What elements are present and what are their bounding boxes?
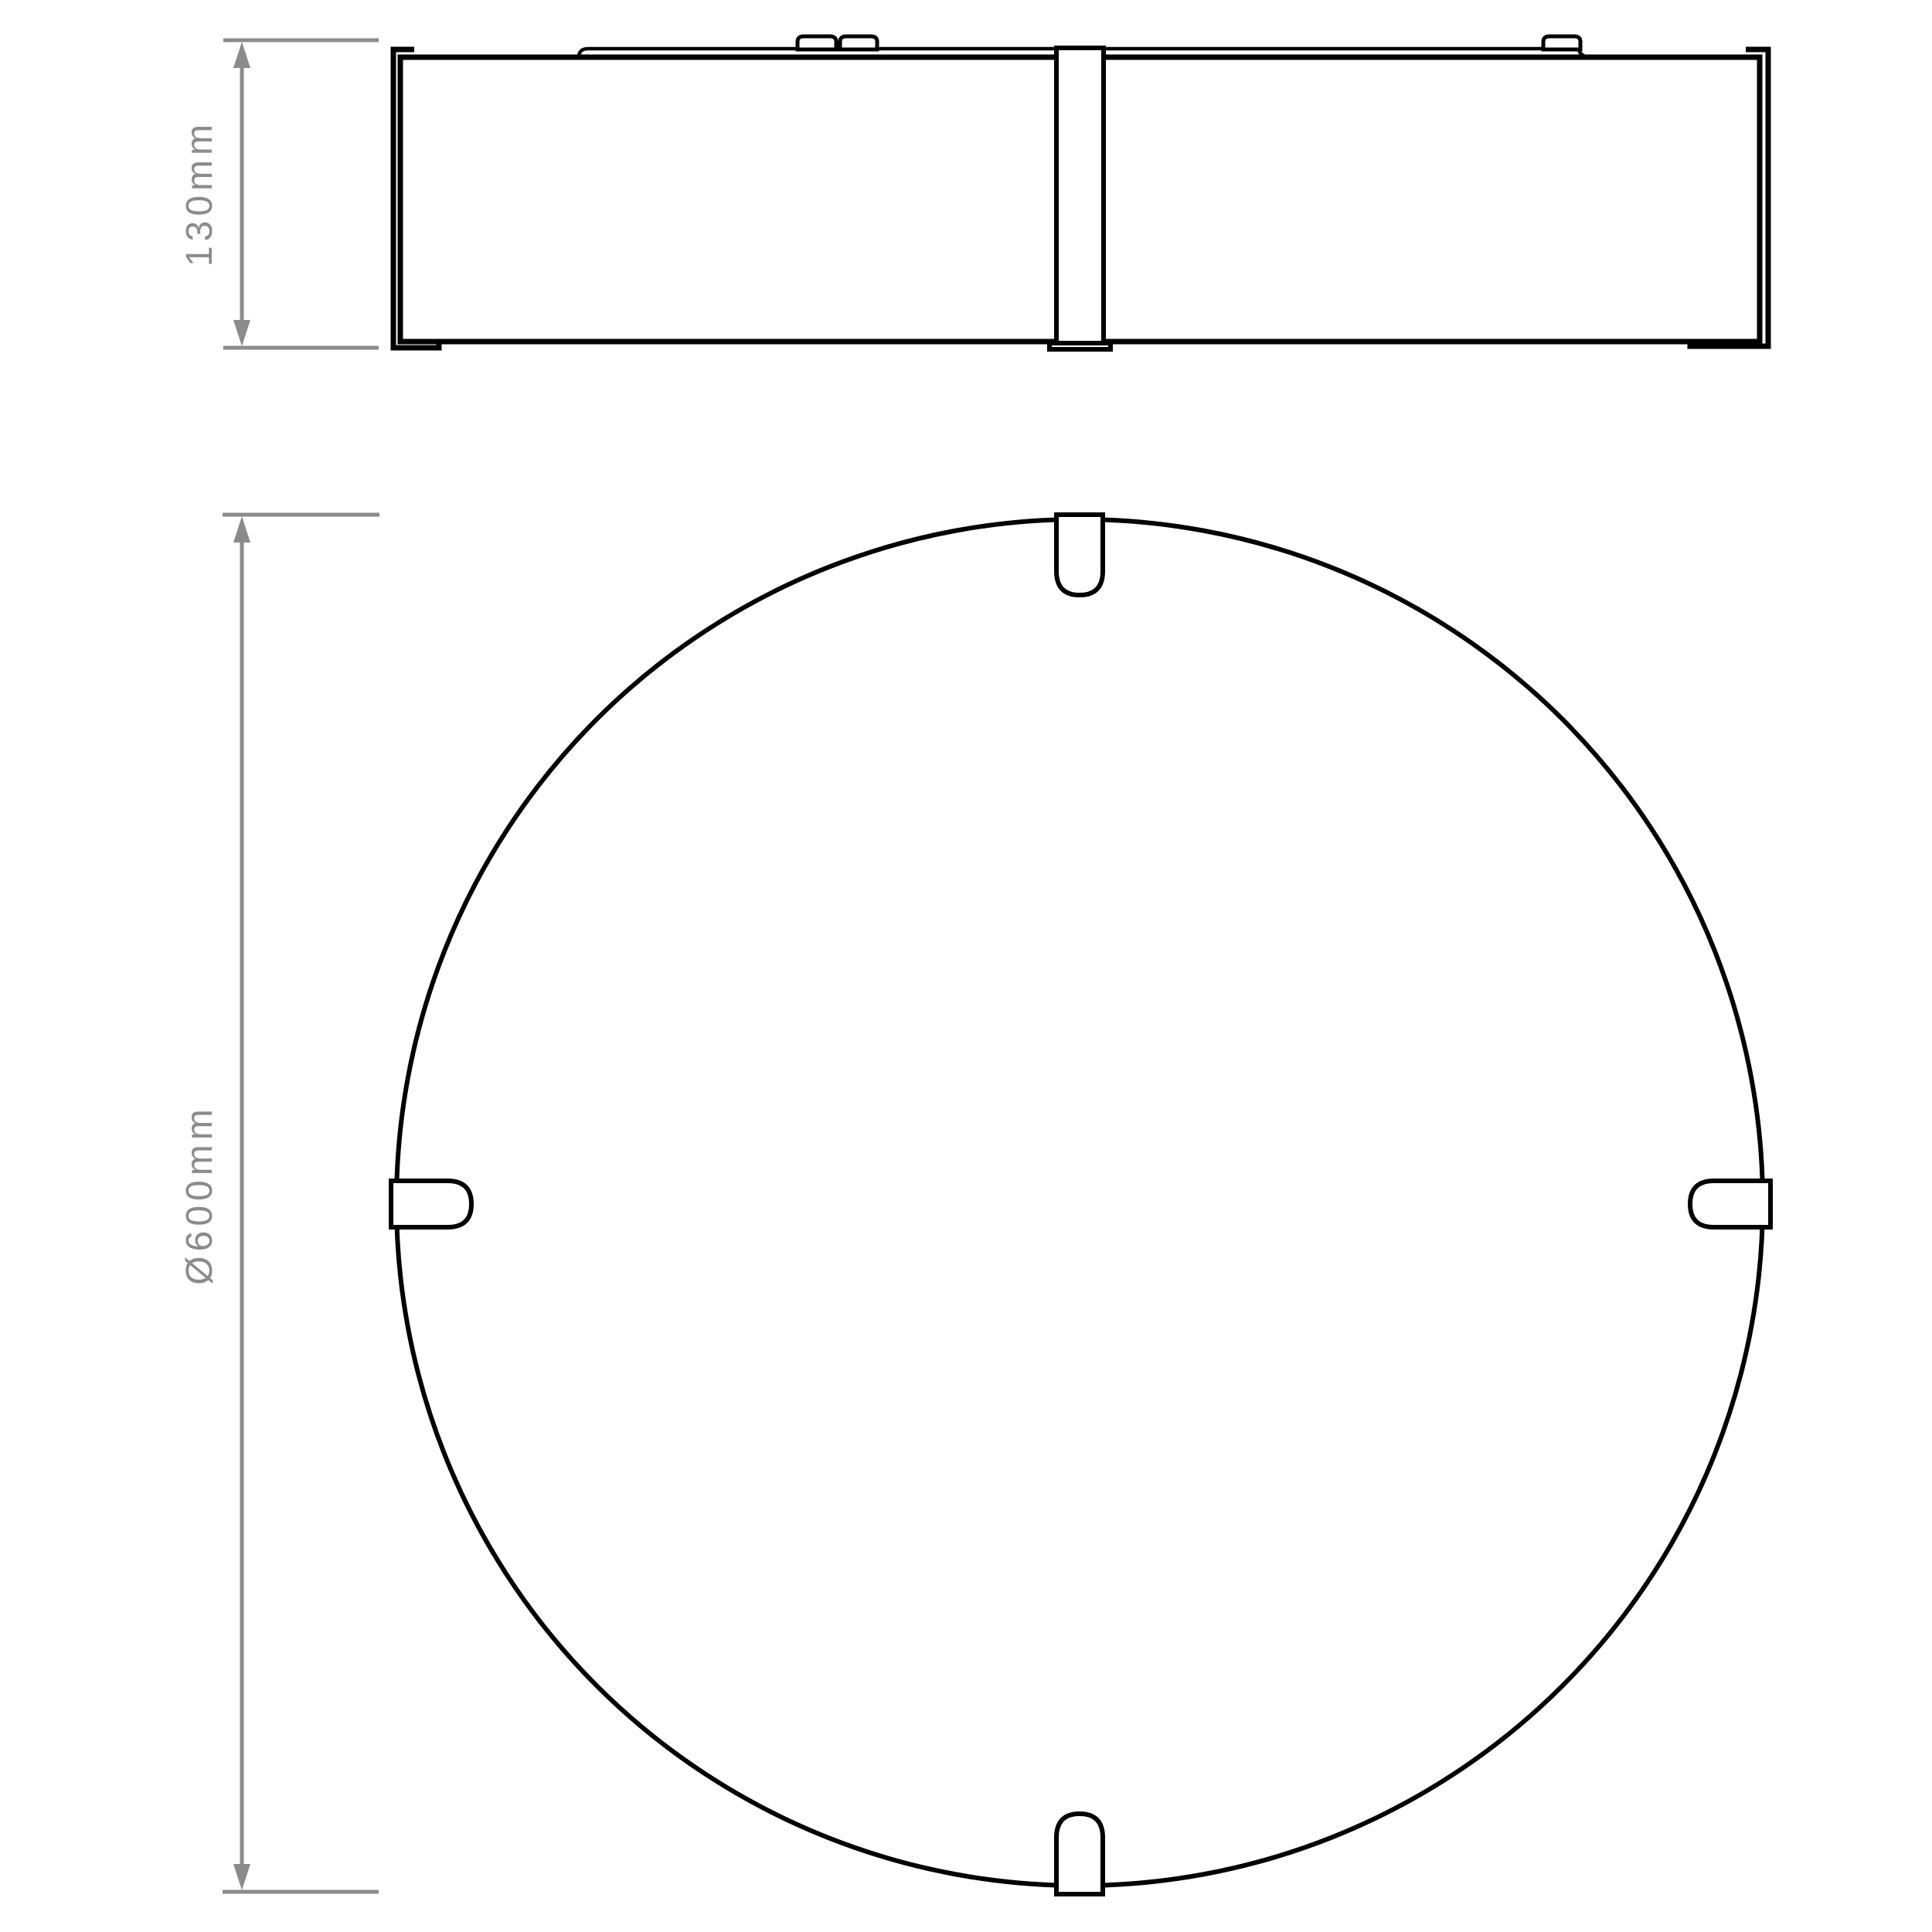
side-right-mounting-bracket (1687, 46, 1771, 349)
side-top-plate (577, 46, 1579, 58)
side-center-band-foot (1047, 341, 1113, 352)
diameter-arrow-up-icon (233, 516, 250, 543)
plan-clip-left (389, 1179, 474, 1230)
side-center-band (1054, 46, 1106, 347)
diameter-arrow-down-icon (233, 1864, 250, 1890)
height-arrow-down-icon (233, 320, 250, 346)
side-elevation-view (390, 34, 1771, 352)
plan-clip-top (1054, 512, 1105, 598)
side-tab-left-2 (838, 34, 879, 52)
plan-diffuser-circle (394, 517, 1765, 1888)
height-dimension: 130mm (179, 38, 379, 350)
side-tab-left-1 (795, 34, 838, 52)
side-left-mounting-bracket (390, 46, 442, 351)
diameter-dimension-label: Ø600mm (179, 1104, 220, 1284)
plan-view (389, 512, 1773, 1896)
side-tab-right (1541, 34, 1583, 52)
height-dimension-label: 130mm (179, 120, 220, 267)
plan-clip-bottom (1054, 1811, 1105, 1896)
height-arrow-up-icon (233, 42, 250, 68)
diameter-dimension: Ø600mm (179, 512, 379, 1894)
plan-clip-right (1687, 1179, 1773, 1230)
